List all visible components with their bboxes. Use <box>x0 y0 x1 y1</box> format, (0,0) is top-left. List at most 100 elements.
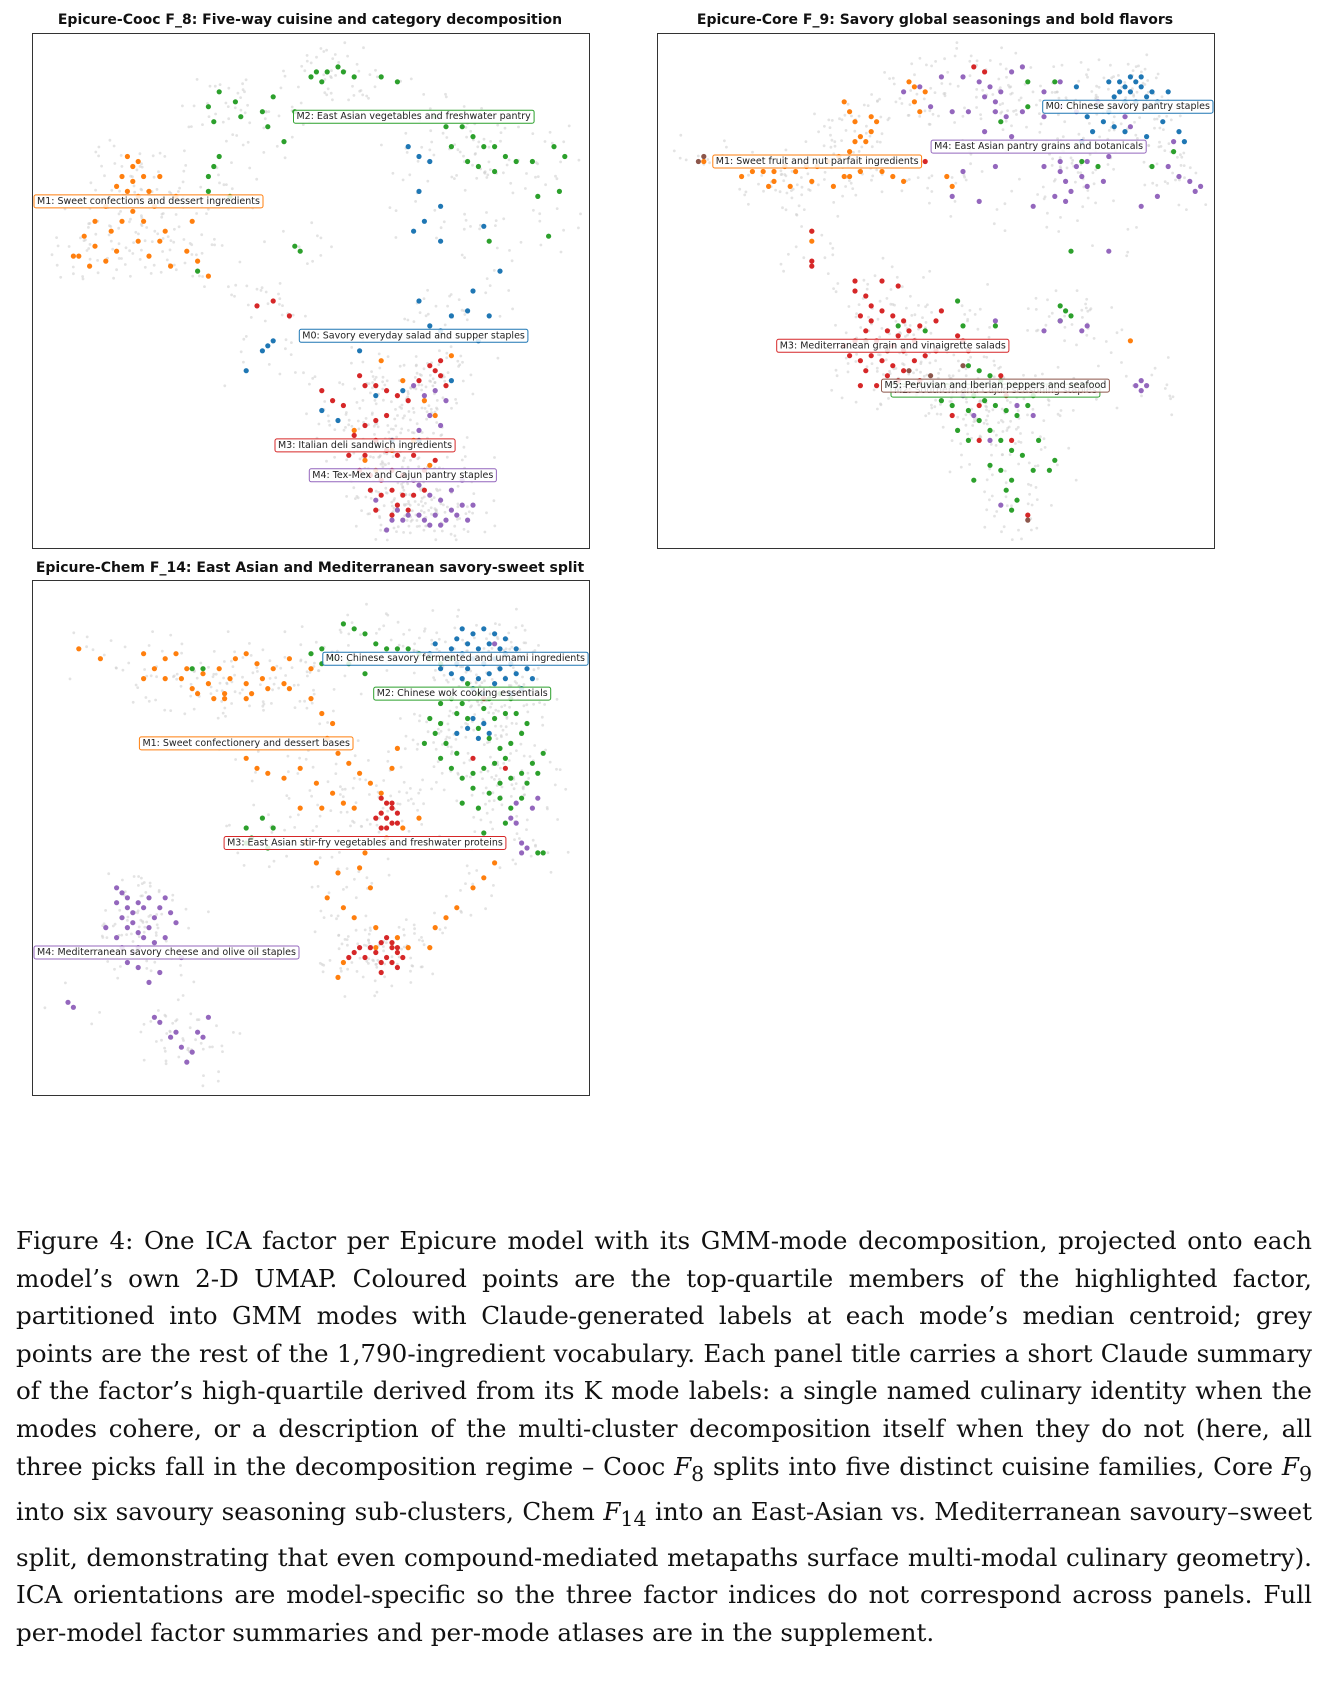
background-point <box>430 787 433 791</box>
background-point <box>153 229 157 233</box>
mode-point <box>1127 124 1133 130</box>
background-point <box>956 415 960 419</box>
background-point <box>345 458 349 462</box>
background-point <box>1071 159 1075 162</box>
mode-point <box>971 477 977 483</box>
background-point <box>250 779 254 783</box>
background-point <box>577 158 581 162</box>
mode-point <box>1057 79 1063 85</box>
background-point <box>943 94 947 98</box>
background-point <box>181 1037 185 1040</box>
background-point <box>377 816 381 820</box>
background-point <box>225 183 228 187</box>
mode-point <box>135 964 141 971</box>
background-point <box>684 158 688 162</box>
mode-point <box>1111 124 1117 130</box>
background-point <box>432 496 436 499</box>
background-point <box>1080 308 1084 312</box>
background-point <box>1177 203 1181 207</box>
mode-point <box>965 109 971 115</box>
background-point <box>800 193 804 197</box>
background-point <box>416 808 419 812</box>
background-point <box>524 641 528 645</box>
background-point <box>416 159 420 163</box>
background-point <box>981 88 985 92</box>
background-point <box>1067 446 1071 450</box>
background-point <box>475 176 479 180</box>
background-point <box>379 462 383 466</box>
background-point <box>417 503 420 506</box>
mode-point <box>1198 183 1204 189</box>
background-point <box>339 631 343 634</box>
background-point <box>270 831 274 834</box>
background-point <box>931 112 935 116</box>
background-point <box>429 380 433 383</box>
mode-point <box>119 915 125 921</box>
background-point <box>829 133 832 137</box>
background-point <box>369 497 373 500</box>
background-point <box>1010 189 1014 193</box>
mode-point <box>384 388 390 394</box>
background-point <box>432 153 436 157</box>
background-point <box>189 682 193 686</box>
background-point <box>402 363 406 367</box>
background-point <box>190 125 193 128</box>
background-point <box>201 1047 205 1051</box>
background-point <box>174 213 178 216</box>
background-point <box>1092 182 1096 186</box>
background-point <box>912 333 916 337</box>
mode-point <box>400 825 406 831</box>
mode-point <box>1106 248 1112 254</box>
background-point <box>1055 90 1059 94</box>
background-point <box>438 349 441 353</box>
background-point <box>494 224 497 228</box>
background-point <box>433 507 437 510</box>
background-point <box>992 375 996 379</box>
background-point <box>334 762 338 766</box>
mode-point <box>259 815 265 821</box>
background-point <box>112 276 115 280</box>
mode-point <box>130 910 136 916</box>
mode-point <box>443 517 449 523</box>
background-point <box>263 117 267 121</box>
background-point <box>144 891 148 894</box>
background-point <box>423 627 427 631</box>
background-point <box>1097 58 1101 62</box>
background-point <box>419 500 423 503</box>
mode-point <box>987 437 993 443</box>
background-point <box>459 665 462 669</box>
background-point <box>969 54 973 58</box>
mode-point <box>465 715 471 722</box>
background-point <box>460 253 464 257</box>
background-point <box>1174 178 1177 182</box>
background-point <box>313 375 317 378</box>
background-point <box>942 92 946 96</box>
background-point <box>164 1059 168 1063</box>
background-point <box>326 414 330 418</box>
mode-point <box>519 795 525 801</box>
background-point <box>1010 91 1014 95</box>
background-point <box>230 187 234 191</box>
background-point <box>1058 414 1062 418</box>
background-point <box>919 370 922 374</box>
background-point <box>305 706 309 710</box>
background-point <box>136 686 140 689</box>
mode-point <box>211 163 217 170</box>
mode-point <box>173 1029 179 1035</box>
mode-point <box>475 163 481 170</box>
mode-point <box>200 666 206 672</box>
background-point <box>838 117 841 121</box>
background-point <box>362 46 365 50</box>
background-point <box>1017 462 1020 466</box>
background-point <box>515 681 518 685</box>
background-point <box>311 765 315 769</box>
background-point <box>987 335 991 339</box>
background-point <box>228 823 231 827</box>
background-point <box>297 245 301 249</box>
background-point <box>969 162 972 166</box>
mode-point <box>384 527 390 533</box>
mode-label-box <box>274 438 456 453</box>
background-point <box>878 335 882 339</box>
background-point <box>508 647 512 651</box>
mode-point <box>373 417 379 424</box>
